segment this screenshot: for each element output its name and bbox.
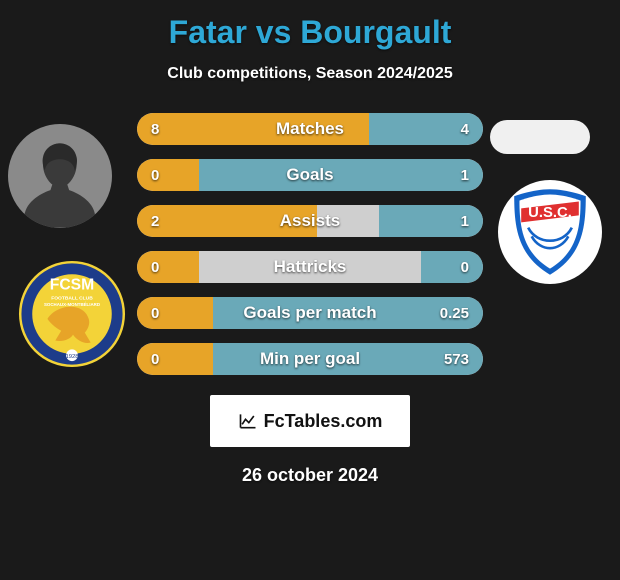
branding-badge[interactable]: FcTables.com: [210, 395, 410, 447]
stat-row: 84Matches: [137, 113, 483, 145]
stat-label: Hattricks: [137, 257, 483, 277]
stat-row: 00.25Goals per match: [137, 297, 483, 329]
stat-label: Assists: [137, 211, 483, 231]
comparison-card: Fatar vs Bourgault Club competitions, Se…: [0, 0, 620, 496]
page-subtitle: Club competitions, Season 2024/2025: [167, 65, 452, 83]
date-label: 26 october 2024: [242, 465, 378, 486]
stat-label: Goals: [137, 165, 483, 185]
chart-line-icon: [238, 411, 258, 431]
stat-row: 21Assists: [137, 205, 483, 237]
stat-label: Min per goal: [137, 349, 483, 369]
stat-row: 01Goals: [137, 159, 483, 191]
stats-bars: 84Matches 01Goals 21Assists 00Hattricks 00.2…: [0, 113, 620, 375]
stat-row: 0573Min per goal: [137, 343, 483, 375]
branding-text: FcTables.com: [264, 411, 383, 432]
stat-label: Goals per match: [137, 303, 483, 323]
stat-row: 00Hattricks: [137, 251, 483, 283]
stat-label: Matches: [137, 119, 483, 139]
page-title: Fatar vs Bourgault: [169, 14, 452, 51]
